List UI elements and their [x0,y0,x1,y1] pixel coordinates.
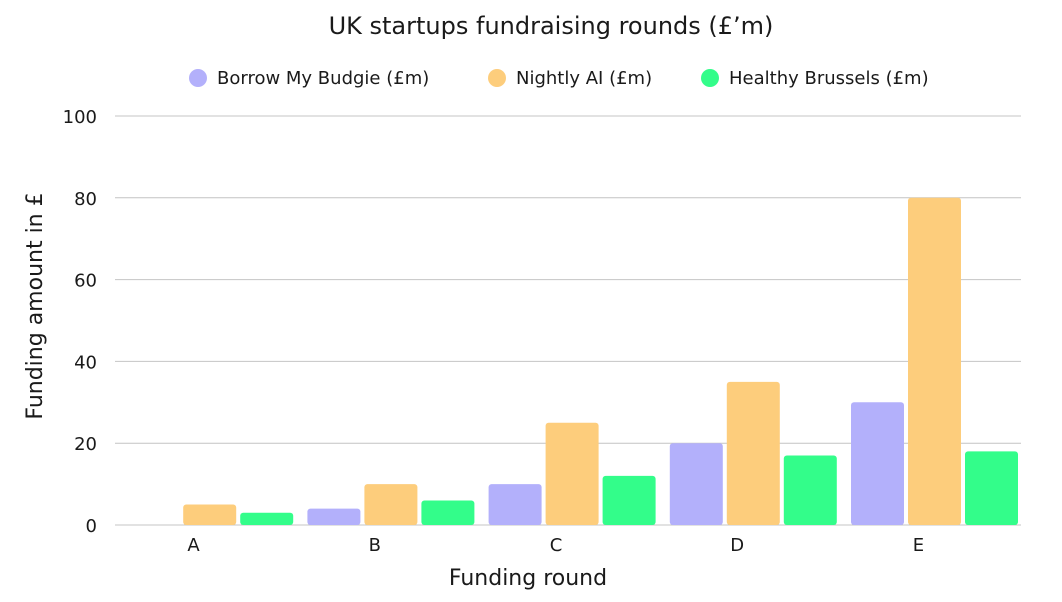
y-axis-ticks: 0 20 40 60 80 100 [63,107,97,537]
bar [488,484,542,525]
y-axis-label: Funding amount in £ [23,192,48,419]
bar [421,500,475,525]
bar [545,422,599,525]
bar [908,197,961,526]
legend-swatch [701,69,719,87]
legend-label: Healthy Brussels (£m) [729,68,929,89]
bar [726,381,780,525]
y-tick-label: 20 [74,434,97,455]
legend-swatch [189,69,207,87]
bar [307,508,361,525]
x-tick-label: C [550,535,563,556]
legend-label: Nightly AI (£m) [516,68,652,89]
x-axis-label: Funding round [449,566,607,591]
bar [364,484,418,525]
bar [240,512,294,525]
bar [965,451,1018,525]
y-tick-label: 100 [63,107,97,128]
y-tick-label: 80 [74,189,97,210]
legend: Borrow My Budgie (£m) Nightly AI (£m) Heal… [189,68,929,89]
bar [783,455,837,525]
bars [183,197,1018,526]
x-tick-label: D [730,535,744,556]
y-tick-label: 40 [74,352,97,373]
bar [183,504,237,525]
y-tick-label: 0 [86,516,97,537]
bar [669,443,723,525]
bar [602,475,656,525]
x-tick-label: A [187,535,200,556]
legend-swatch [488,69,506,87]
x-tick-label: E [913,535,924,556]
chart-title: UK startups fundraising rounds (£’m) [329,12,774,40]
x-axis-ticks: A B C D E [187,535,924,556]
legend-label: Borrow My Budgie (£m) [217,68,429,89]
bar [851,402,904,525]
x-tick-label: B [369,535,381,556]
y-tick-label: 60 [74,271,97,292]
